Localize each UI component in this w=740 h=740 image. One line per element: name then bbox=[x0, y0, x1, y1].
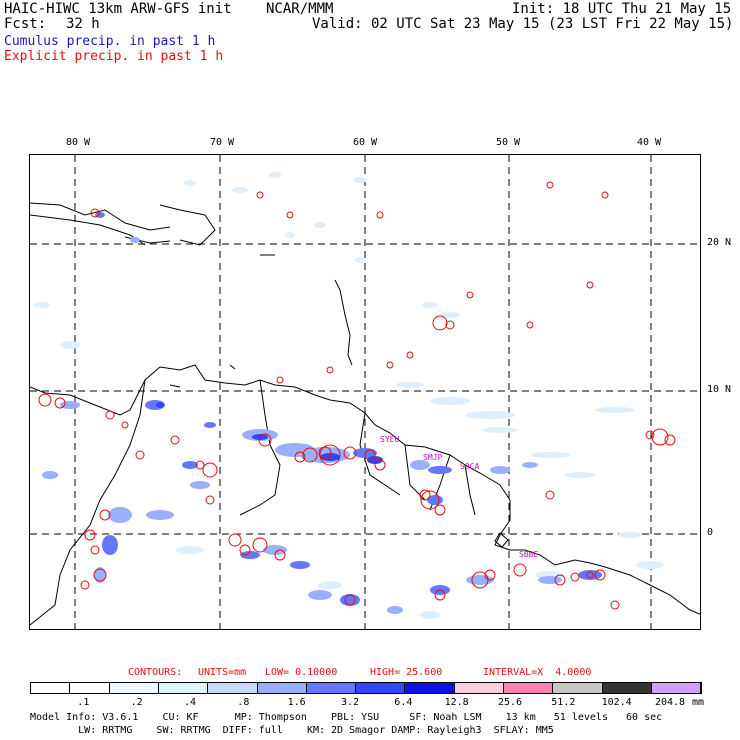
legend-swatch bbox=[159, 683, 209, 693]
lon-tick-40w: 40 W bbox=[637, 137, 662, 148]
lat-tick-20n: 20 N bbox=[707, 237, 732, 248]
legend-label: .4 bbox=[183, 697, 197, 708]
city-label-syeu: SYEU bbox=[380, 435, 400, 444]
legend-label: 102.4 bbox=[601, 697, 632, 708]
legend-swatch bbox=[70, 683, 110, 693]
org-label: NCAR/MMM bbox=[266, 1, 334, 17]
explicit-caption: Explicit precip. in past 1 h bbox=[4, 49, 224, 64]
legend-label: 12.8 bbox=[444, 697, 469, 708]
lon-tick-70w: 70 W bbox=[210, 137, 235, 148]
legend-swatch bbox=[208, 683, 258, 693]
legend-swatch bbox=[503, 683, 554, 693]
legend-label: 25.6 bbox=[497, 697, 523, 708]
model-info-line2: LW: RRTMG SW: RRTMG DIFF: full KM: 2D Sm… bbox=[30, 725, 554, 736]
lat-tick-0: 0 bbox=[707, 527, 714, 538]
legend-unit: mm bbox=[692, 697, 705, 708]
legend-swatch bbox=[602, 683, 652, 693]
legend-swatch bbox=[405, 683, 455, 693]
lat-lon-grid bbox=[30, 155, 700, 629]
legend-swatch bbox=[553, 683, 603, 693]
contours-units: UNITS=mm bbox=[198, 667, 247, 678]
legend-swatch bbox=[109, 683, 160, 693]
model-title: HAIC-HIWC 13km ARW-GFS init bbox=[4, 1, 232, 17]
legend-swatch bbox=[31, 683, 71, 693]
legend-label: 204.8 bbox=[654, 697, 686, 708]
lon-tick-80w: 80 W bbox=[66, 137, 91, 148]
forecast-hour: 32 h bbox=[66, 16, 100, 32]
lat-tick-10n: 10 N bbox=[707, 384, 732, 395]
legend-swatch bbox=[651, 683, 702, 693]
lon-tick-60w: 60 W bbox=[353, 137, 378, 148]
legend-swatch bbox=[306, 683, 357, 693]
explicit-precip-contours bbox=[38, 181, 676, 610]
map-canvas bbox=[30, 155, 700, 629]
legend-label: .8 bbox=[237, 697, 250, 708]
cumulus-caption: Cumulus precip. in past 1 h bbox=[4, 34, 216, 49]
forecast-label: Fcst: bbox=[4, 16, 47, 32]
legend-label: 1.6 bbox=[287, 697, 306, 708]
light-precip-areas bbox=[34, 172, 664, 619]
contours-interval: INTERVAL=X 4.0000 bbox=[483, 667, 592, 678]
city-label-smjp: SMJP bbox=[423, 453, 443, 462]
legend-label: .2 bbox=[130, 697, 143, 708]
model-info-line1: Model Info: V3.6.1 CU: KF MP: Thompson P… bbox=[30, 712, 663, 723]
contours-high: HIGH= 25.600 bbox=[370, 667, 443, 678]
legend-label: 3.2 bbox=[340, 697, 360, 708]
legend-swatch bbox=[454, 683, 504, 693]
valid-time: Valid: 02 UTC Sat 23 May 15 (23 LST Fri … bbox=[312, 16, 734, 32]
legend-label: 51.2 bbox=[551, 697, 576, 708]
legend-color-bar bbox=[30, 682, 702, 694]
precip-map: SYEU SMJP SOCA SBBE bbox=[29, 154, 701, 630]
contours-low: LOW= 0.10000 bbox=[265, 667, 338, 678]
legend-label: 6.4 bbox=[394, 697, 413, 708]
city-label-sbbe: SBBE bbox=[519, 550, 539, 559]
lon-tick-50w: 50 W bbox=[496, 137, 521, 148]
legend-swatch bbox=[257, 683, 307, 693]
city-label-soca: SOCA bbox=[460, 462, 480, 471]
legend-label: .1 bbox=[77, 697, 90, 708]
coastlines bbox=[30, 202, 700, 626]
init-time: Init: 18 UTC Thu 21 May 15 bbox=[512, 1, 732, 17]
contours-label: CONTOURS: bbox=[128, 667, 183, 678]
legend-swatch bbox=[356, 683, 406, 693]
cumulus-precip-areas bbox=[42, 212, 602, 614]
